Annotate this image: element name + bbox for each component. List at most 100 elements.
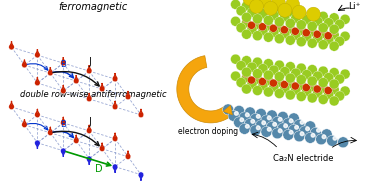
Circle shape [35,80,40,86]
Circle shape [250,113,261,124]
Circle shape [250,125,261,136]
Circle shape [291,82,299,90]
Circle shape [324,87,332,94]
Circle shape [296,37,306,47]
Circle shape [223,104,234,115]
Circle shape [258,64,268,74]
Circle shape [138,172,144,177]
Circle shape [252,2,262,12]
Text: Ca₂N electride: Ca₂N electride [273,154,333,163]
Circle shape [269,24,277,32]
Circle shape [319,80,327,88]
Circle shape [22,62,27,68]
Circle shape [252,57,262,67]
Circle shape [313,88,323,98]
Circle shape [256,126,260,130]
Circle shape [329,68,339,77]
Circle shape [292,5,306,19]
Text: double row-wise antiferromagnetic: double row-wise antiferromagnetic [20,90,166,99]
Circle shape [228,110,239,121]
Circle shape [335,91,344,101]
Circle shape [316,134,327,145]
Circle shape [269,79,277,87]
Circle shape [255,108,266,119]
Circle shape [262,121,265,125]
Circle shape [289,124,299,135]
Circle shape [275,88,284,98]
Circle shape [275,60,284,70]
Circle shape [269,82,279,92]
Circle shape [275,17,284,27]
Polygon shape [177,56,233,123]
Circle shape [252,14,262,24]
Circle shape [264,1,278,15]
Circle shape [313,85,321,93]
Circle shape [241,12,251,22]
Circle shape [307,93,317,103]
Circle shape [296,80,306,90]
Circle shape [291,27,299,35]
Circle shape [86,96,92,102]
Circle shape [47,70,53,76]
Circle shape [261,126,272,137]
Circle shape [86,156,92,161]
Text: Li⁺: Li⁺ [348,2,360,11]
Circle shape [329,30,339,40]
Circle shape [283,129,294,140]
Circle shape [313,16,323,26]
Circle shape [296,75,306,84]
Circle shape [275,5,284,15]
Circle shape [247,62,257,72]
Circle shape [307,82,317,91]
Circle shape [255,120,266,131]
Circle shape [275,74,283,82]
Circle shape [241,18,251,28]
Text: B: B [60,60,66,69]
Circle shape [258,77,266,86]
Circle shape [252,19,262,29]
Circle shape [244,118,255,129]
Circle shape [272,0,285,9]
Circle shape [263,76,273,86]
Circle shape [247,79,257,89]
Circle shape [112,104,118,110]
Circle shape [302,70,312,80]
Circle shape [313,33,323,43]
Circle shape [318,11,328,21]
Circle shape [61,60,66,66]
Circle shape [291,68,301,78]
Circle shape [278,118,282,121]
Circle shape [236,6,246,16]
Circle shape [112,76,118,82]
Circle shape [284,124,287,128]
Circle shape [329,96,339,106]
Circle shape [318,83,328,93]
Circle shape [242,15,250,23]
Circle shape [252,69,262,79]
Circle shape [308,79,316,87]
Circle shape [300,132,304,136]
Circle shape [280,29,290,39]
Circle shape [318,28,328,38]
Circle shape [313,71,323,81]
Circle shape [285,73,295,83]
Circle shape [324,90,334,99]
Circle shape [243,0,257,6]
Circle shape [275,72,284,82]
Circle shape [286,0,300,11]
Circle shape [263,32,273,42]
Circle shape [231,16,241,26]
Circle shape [261,115,272,126]
Circle shape [269,10,279,20]
Circle shape [234,105,244,116]
Circle shape [337,137,348,148]
Text: J: J [89,117,92,127]
Circle shape [247,7,257,17]
Circle shape [264,73,272,81]
Circle shape [263,15,273,25]
Circle shape [307,38,317,48]
Circle shape [340,69,350,79]
Circle shape [280,84,290,94]
Circle shape [22,122,27,128]
Text: ferromagnetic: ferromagnetic [59,2,128,12]
